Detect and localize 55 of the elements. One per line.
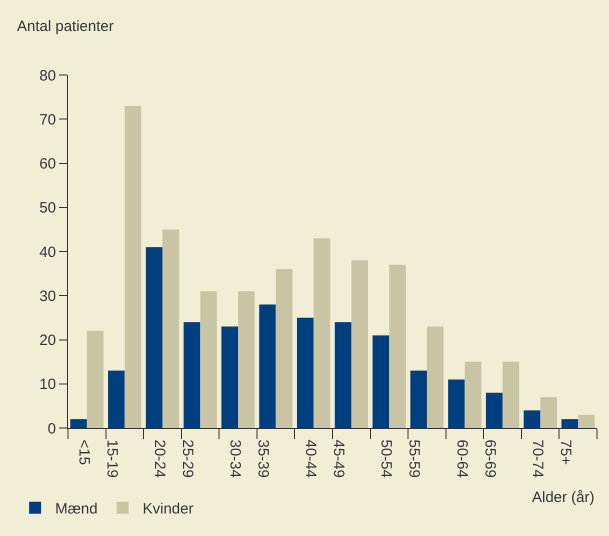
bar: [162, 229, 180, 428]
bar: [524, 410, 540, 428]
y-tick-label: 10: [39, 376, 56, 394]
bar: [221, 326, 238, 428]
x-tick-label: 30-34: [226, 440, 244, 478]
bar: [296, 318, 314, 428]
x-tick-label: 25-29: [179, 440, 196, 478]
legend-label: Kvinder: [142, 500, 194, 518]
bar: [238, 291, 255, 428]
y-tick-label: 40: [39, 244, 56, 261]
bar: [200, 291, 217, 428]
y-axis-title: Antal patienter: [17, 18, 114, 35]
y-tick-label: 70: [39, 111, 56, 128]
bar: [372, 335, 390, 428]
bar: [578, 414, 595, 428]
x-tick-label: 15-19: [103, 440, 120, 478]
x-tick-label: 20-24: [150, 440, 168, 478]
y-tick-label: 50: [39, 200, 56, 217]
bar: [276, 269, 292, 428]
y-tick-label: 0: [48, 420, 56, 438]
bar: [70, 419, 87, 428]
x-axis-title: Alder (år): [532, 489, 595, 506]
bar: [146, 247, 162, 428]
y-tick-label: 20: [39, 332, 56, 349]
bar: [561, 419, 578, 428]
x-tick-label: 65-69: [481, 440, 498, 478]
x-tick-label: 50-54: [378, 440, 395, 478]
bar: [426, 326, 444, 428]
bar: [448, 379, 465, 428]
bar: [486, 392, 503, 428]
bar: [502, 362, 520, 428]
bar: [314, 238, 330, 428]
bar: [124, 106, 142, 428]
x-tick-label: 75+: [556, 440, 574, 466]
bar: [334, 322, 352, 428]
bar: [108, 370, 125, 428]
bar: [351, 260, 368, 428]
y-tick-label: 80: [39, 67, 56, 84]
x-tick-label: 55-59: [406, 440, 423, 478]
bar: [410, 370, 427, 428]
x-tick-label: 45-49: [330, 440, 348, 478]
bar: [389, 264, 406, 428]
bar: [86, 330, 104, 428]
x-tick-label: 60-64: [453, 440, 470, 478]
x-tick-label: <15: [75, 440, 92, 465]
bar: [259, 304, 276, 428]
bar: [540, 397, 557, 428]
x-tick-label: 35-39: [254, 440, 272, 478]
bar: [464, 362, 482, 428]
x-tick-label: 70-74: [528, 440, 546, 478]
legend-label: Mænd: [55, 500, 98, 518]
x-tick-label: 40-44: [302, 440, 320, 478]
bar: [184, 322, 200, 428]
y-tick-label: 60: [39, 156, 56, 172]
y-tick-label: 30: [39, 288, 56, 305]
